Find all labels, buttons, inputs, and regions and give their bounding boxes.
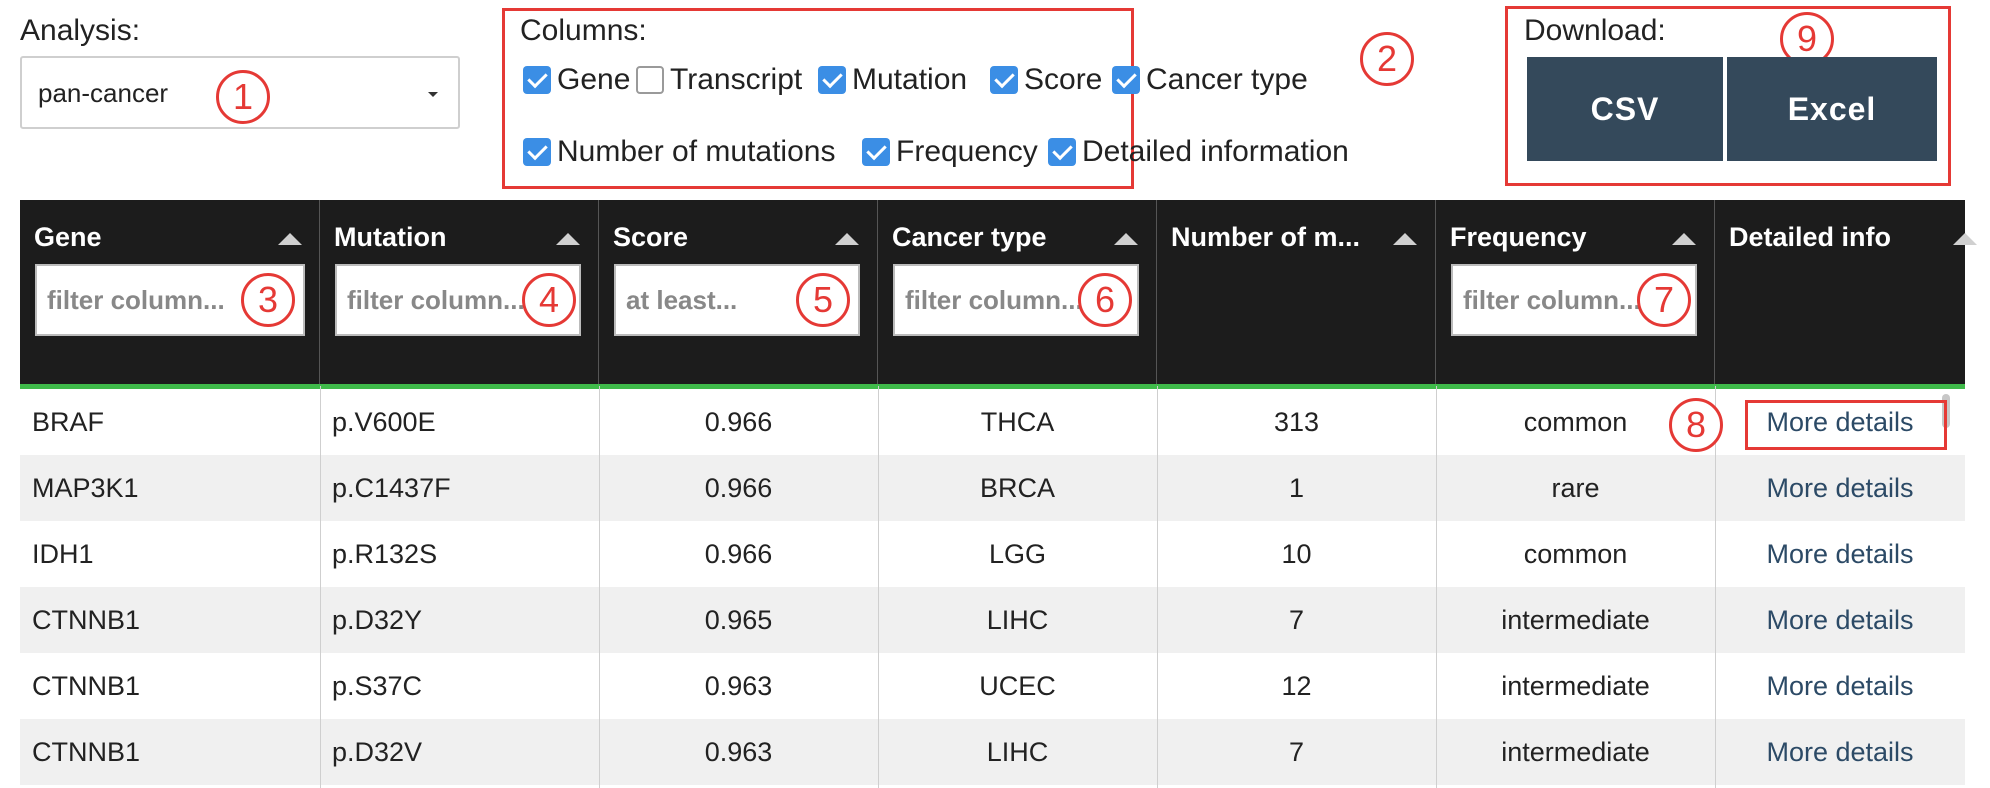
column-divider <box>878 386 879 788</box>
cell-frequency: intermediate <box>1501 671 1650 701</box>
chevron-down-icon <box>428 92 438 97</box>
more-details-link[interactable]: More details <box>1766 539 1914 569</box>
cell-number-of-mutations: 1 <box>1288 473 1305 503</box>
callout-5: 5 <box>796 273 850 327</box>
sort-ascending-icon[interactable] <box>1114 233 1138 245</box>
column-toggle-detailed-information[interactable]: Detailed information <box>1048 135 1349 169</box>
cell-gene: MAP3K1 <box>32 473 139 503</box>
checkbox-checked-icon[interactable] <box>990 66 1018 94</box>
cell-cancer-type: LIHC <box>986 737 1049 767</box>
table-row: BRAF p.V600E 0.966 THCA 313 common More detail… <box>20 389 1965 455</box>
callout-8: 8 <box>1669 398 1723 452</box>
download-csv-button[interactable]: CSV <box>1527 57 1723 161</box>
cell-frequency: intermediate <box>1501 737 1650 767</box>
checkbox-checked-icon[interactable] <box>862 138 890 166</box>
cell-mutation: p.D32Y <box>332 605 423 635</box>
checkbox-checked-icon[interactable] <box>523 66 551 94</box>
more-details-link[interactable]: More details <box>1766 407 1914 437</box>
checkbox-unchecked-icon[interactable] <box>636 66 664 94</box>
cell-score: 0.965 <box>704 605 773 635</box>
sort-ascending-icon[interactable] <box>278 233 302 245</box>
columns-annotation-box <box>502 8 1134 189</box>
header-accent-line <box>20 384 1965 389</box>
download-label: Download: <box>1524 14 1666 47</box>
table-row: CTNNB1 p.D32Y 0.965 LIHC 7 intermediate More d… <box>20 587 1965 653</box>
column-toggle-mutation[interactable]: Mutation <box>818 63 967 97</box>
cell-frequency: rare <box>1551 473 1600 503</box>
callout-4: 4 <box>522 273 576 327</box>
checkbox-checked-icon[interactable] <box>818 66 846 94</box>
cell-cancer-type: LIHC <box>986 605 1049 635</box>
cell-frequency: common <box>1523 407 1628 437</box>
column-toggle-number-of-mutations[interactable]: Number of mutations <box>523 135 835 169</box>
cell-score: 0.966 <box>704 473 773 503</box>
table-row: CTNNB1 p.D32V 0.963 LIHC 7 intermediate More d… <box>20 719 1965 785</box>
column-divider <box>320 386 321 788</box>
analysis-select-value: pan-cancer <box>38 78 169 108</box>
header-number-of-mutations[interactable]: Number of m... <box>1157 200 1436 386</box>
cell-number-of-mutations: 7 <box>1288 605 1305 635</box>
cell-cancer-type: BRCA <box>979 473 1055 503</box>
cell-mutation: p.C1437F <box>332 473 451 503</box>
column-toggle-transcript[interactable]: Transcript <box>636 63 802 97</box>
more-details-link[interactable]: More details <box>1766 473 1914 503</box>
cell-mutation: p.V600E <box>332 407 436 437</box>
sort-ascending-icon[interactable] <box>835 233 859 245</box>
header-detailed-info[interactable]: Detailed info <box>1715 200 1977 386</box>
cell-gene: IDH1 <box>32 539 94 569</box>
analysis-label: Analysis: <box>20 14 141 47</box>
cell-cancer-type: UCEC <box>979 671 1056 701</box>
cell-frequency: intermediate <box>1501 605 1650 635</box>
table-row: CTNNB1 p.S37C 0.963 UCEC 12 intermediate More … <box>20 653 1965 719</box>
cell-cancer-type: THCA <box>980 407 1055 437</box>
cell-cancer-type: LGG <box>988 539 1047 569</box>
columns-label: Columns: <box>520 14 647 47</box>
sort-ascending-icon[interactable] <box>1672 233 1696 245</box>
cell-number-of-mutations: 10 <box>1281 539 1312 569</box>
cell-score: 0.963 <box>704 737 773 767</box>
column-toggle-gene[interactable]: Gene <box>523 63 630 97</box>
column-divider <box>1157 386 1158 788</box>
sort-ascending-icon[interactable] <box>1953 233 1977 245</box>
column-toggle-score[interactable]: Score <box>990 63 1102 97</box>
sort-ascending-icon[interactable] <box>1393 233 1417 245</box>
more-details-annotation-box <box>1745 400 1947 450</box>
cell-gene: CTNNB1 <box>32 737 141 767</box>
column-divider <box>599 386 600 788</box>
callout-1: 1 <box>216 70 270 124</box>
cell-mutation: p.S37C <box>332 671 423 701</box>
more-details-link[interactable]: More details <box>1766 605 1914 635</box>
checkbox-checked-icon[interactable] <box>1112 66 1140 94</box>
table-row: MAP3K1 p.C1437F 0.966 BRCA 1 rare More details <box>20 455 1965 521</box>
cell-frequency: common <box>1523 539 1628 569</box>
cell-number-of-mutations: 12 <box>1281 671 1312 701</box>
sort-ascending-icon[interactable] <box>556 233 580 245</box>
cell-score: 0.963 <box>704 671 773 701</box>
more-details-link[interactable]: More details <box>1766 671 1914 701</box>
callout-7: 7 <box>1637 273 1691 327</box>
cell-number-of-mutations: 313 <box>1273 407 1320 437</box>
cell-gene: CTNNB1 <box>32 605 141 635</box>
column-divider <box>1436 386 1437 788</box>
more-details-link[interactable]: More details <box>1766 737 1914 767</box>
checkbox-checked-icon[interactable] <box>523 138 551 166</box>
checkbox-checked-icon[interactable] <box>1048 138 1076 166</box>
callout-2: 2 <box>1360 32 1414 86</box>
column-divider <box>1715 386 1716 788</box>
callout-3: 3 <box>241 273 295 327</box>
cell-gene: BRAF <box>32 407 105 437</box>
download-annotation-box <box>1505 6 1951 186</box>
cell-score: 0.966 <box>704 539 773 569</box>
cell-number-of-mutations: 7 <box>1288 737 1305 767</box>
table-row: IDH1 p.R132S 0.966 LGG 10 common More details <box>20 521 1965 587</box>
cell-score: 0.966 <box>704 407 773 437</box>
cell-gene: CTNNB1 <box>32 671 141 701</box>
callout-6: 6 <box>1078 273 1132 327</box>
column-toggle-frequency[interactable]: Frequency <box>862 135 1038 169</box>
cell-mutation: p.R132S <box>332 539 438 569</box>
download-excel-button[interactable]: Excel <box>1727 57 1937 161</box>
cell-mutation: p.D32V <box>332 737 423 767</box>
column-toggle-cancer-type[interactable]: Cancer type <box>1112 63 1308 97</box>
